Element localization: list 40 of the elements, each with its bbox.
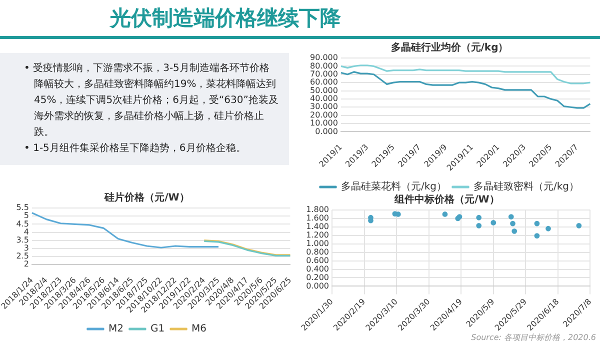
y-tick-label: 0.200: [306, 272, 330, 282]
y-tick-label: 4: [24, 227, 30, 236]
y-tick-label: 50.000: [310, 86, 338, 95]
y-tick-label: 90.000: [310, 53, 338, 62]
y-tick-label: 2.5: [16, 252, 30, 261]
y-tick-label: 10.000: [310, 118, 338, 128]
chart-title: 硅片价格（元/W）: [104, 192, 190, 204]
y-tick-label: 1.600: [306, 214, 330, 223]
y-tick-label: 0.000: [315, 126, 338, 136]
y-tick-label: 4.5: [16, 219, 30, 228]
text: • 1-5月组件集采价格呈下降趋势，6月价格企稳。: [24, 142, 247, 156]
y-tick-label: 30.000: [310, 102, 338, 112]
y-tick-label: 0.800: [306, 247, 330, 256]
y-tick-label: 3.5: [16, 235, 30, 244]
y-tick-label: 60.000: [310, 78, 338, 87]
legend-label: M2: [108, 324, 124, 335]
text: • 受疫情影响，下游需求不振，3-5月制造端各环节价格降幅较大，多晶硅致密料降幅约19%，菜花料降幅达到45%，连续下调5次硅片价格；6月起，受“630”抢装及海外需求的恢复，多晶硅价格小幅上扬，硅片价格止跌。: [24, 62, 279, 140]
y-tick-label: 1.400: [306, 222, 330, 232]
chart-title: 组件中标价格（元/W）: [394, 194, 500, 206]
y-tick-label: 0.600: [306, 256, 330, 265]
y-tick-label: 40.000: [310, 94, 338, 104]
legend-label: G1: [150, 324, 165, 335]
legend-label: 多晶硅菜花料（元/kg）: [340, 180, 447, 193]
legend-label: M6: [192, 324, 207, 335]
y-tick-label: 1.000: [306, 238, 330, 248]
text: 光伏制造端价格继续下降: [0, 0, 600, 39]
chart-title: 多晶硅行业均价（元/kg）: [390, 42, 508, 54]
y-tick-label: 0.400: [306, 264, 330, 274]
y-tick-label: 2: [24, 260, 30, 269]
y-tick-label: 1.200: [306, 230, 330, 240]
y-tick-label: 70.000: [310, 69, 338, 78]
y-tick-label: 3: [24, 244, 30, 253]
y-tick-label: 0.000: [306, 281, 330, 290]
y-tick-label: 20.000: [310, 110, 338, 120]
legend-label: 多晶硅致密料（元/kg）: [474, 180, 580, 193]
source-note: Source: 各项目中标价格，2020.6: [471, 333, 596, 342]
y-tick-label: 80.000: [310, 61, 338, 70]
y-tick-label: 1.800: [306, 205, 330, 214]
y-tick-label: 5: [24, 211, 30, 220]
y-tick-label: 5.5: [16, 203, 30, 212]
